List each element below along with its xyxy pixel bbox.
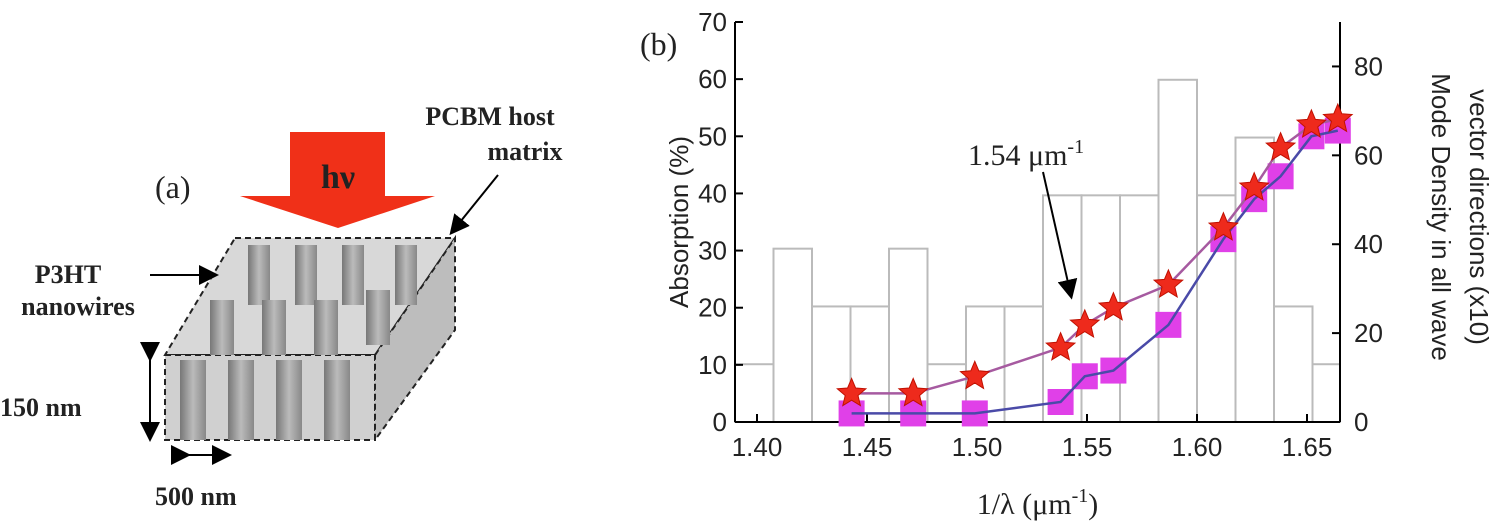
histogram-bar <box>1273 305 1314 424</box>
x-tick-label: 1.40 <box>732 432 783 462</box>
y2-tick-label: 0 <box>1354 407 1368 437</box>
arrow-text: hν <box>321 159 355 196</box>
y2-tick-label: 20 <box>1354 318 1383 348</box>
y-tick-label: 20 <box>698 293 727 323</box>
y-tick-label: 0 <box>713 407 727 437</box>
annotation-arrow <box>1042 171 1078 300</box>
star-marker <box>1322 102 1354 133</box>
y-tick-label: 50 <box>698 121 727 151</box>
light-arrow <box>290 132 385 197</box>
star-marker <box>1295 108 1327 139</box>
host-label: matrix <box>487 137 562 166</box>
y-axis-label: Absorption (%) <box>664 136 694 308</box>
y-tick-label: 60 <box>698 64 727 94</box>
y2-axis-label: Mode Density in all wave <box>1426 73 1456 361</box>
star-marker <box>897 377 929 407</box>
y-tick-label: 30 <box>698 236 727 266</box>
histogram-bar <box>1311 363 1341 424</box>
star-marker <box>959 360 991 390</box>
fit-line <box>851 117 1339 395</box>
fit-line <box>851 129 1339 415</box>
diagram: hν (a) PCBM host matrix P3HT nanowires 1… <box>0 102 563 511</box>
star-marker <box>836 377 868 407</box>
y2-tick-label: 40 <box>1354 229 1383 259</box>
light-arrow-head <box>240 196 435 228</box>
histogram-bar <box>772 247 813 423</box>
annotation-sup: -1 <box>1067 136 1084 158</box>
y-tick-label: 10 <box>698 350 727 380</box>
panel-label: (a) <box>155 169 191 205</box>
y2-tick-label: 60 <box>1354 140 1383 170</box>
annotation: 1.54 μm-1 <box>968 136 1084 172</box>
x-label-text: 1/λ (μm <box>977 488 1072 521</box>
y-tick-label: 70 <box>698 7 727 37</box>
histogram-bar <box>734 363 775 424</box>
x-tick-label: 1.55 <box>1062 432 1113 462</box>
star-marker <box>1045 331 1077 361</box>
x-label-sup: -1 <box>1072 485 1089 507</box>
x-tick-label: 1.60 <box>1172 432 1223 462</box>
annotation-text: 1.54 μm <box>968 139 1067 172</box>
star-marker <box>1207 211 1239 241</box>
x-axis-label: 1/λ (μm-1) <box>977 485 1098 521</box>
x-label-close: ) <box>1088 488 1098 521</box>
star-marker <box>1097 291 1129 321</box>
nanowires <box>180 245 417 440</box>
star-marker <box>1069 308 1101 339</box>
y2-axis-label: vector directions (x10) <box>1464 89 1494 345</box>
y-tick-label: 40 <box>698 178 727 208</box>
wire-label: nanowires <box>21 292 135 321</box>
y2-tick-label: 80 <box>1354 51 1383 81</box>
wire-label: P3HT <box>35 260 101 289</box>
x-tick-label: 1.45 <box>842 432 893 462</box>
x-tick-label: 1.65 <box>1282 432 1333 462</box>
height-label: 150 nm <box>0 393 82 422</box>
host-label: PCBM host <box>425 102 555 131</box>
panel-label: (b) <box>640 26 677 62</box>
star-marker <box>1152 268 1184 299</box>
pointer <box>449 174 499 236</box>
side-face <box>374 234 456 444</box>
star-marker <box>1238 171 1270 201</box>
star-marker <box>1265 131 1297 161</box>
x-tick-label: 1.50 <box>952 432 1003 462</box>
histogram-bar <box>1119 194 1160 423</box>
width-label: 500 nm <box>155 482 237 511</box>
histogram-bar <box>1157 78 1198 424</box>
